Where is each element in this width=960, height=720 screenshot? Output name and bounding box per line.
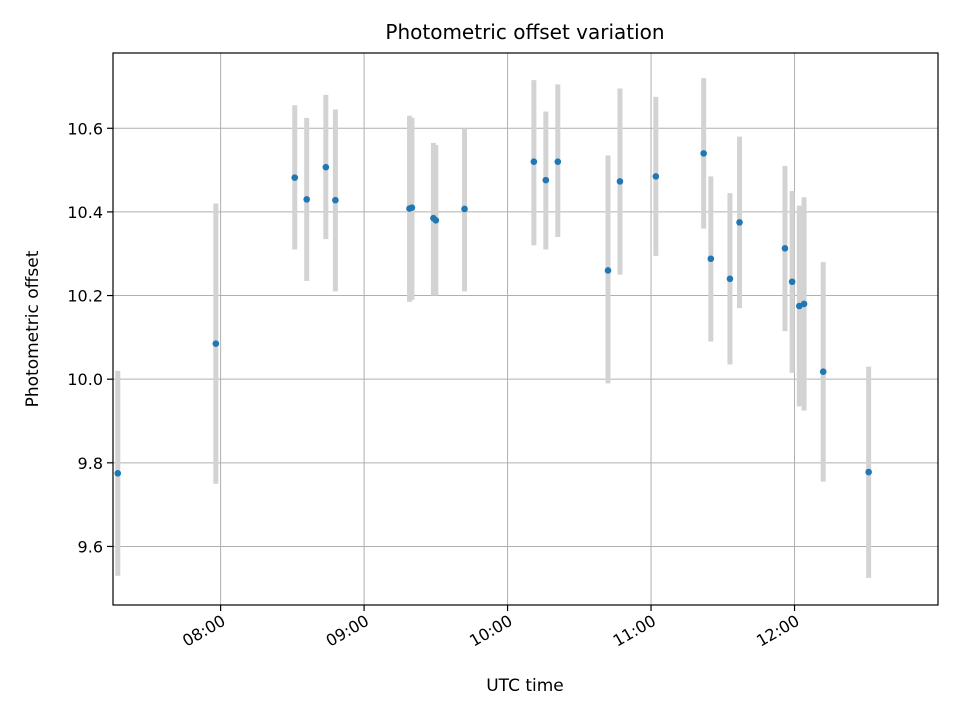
grid-lines — [113, 53, 938, 605]
y-tick-label: 10.4 — [67, 203, 103, 222]
chart-title: Photometric offset variation — [385, 20, 664, 44]
x-tick-label: 11:00 — [610, 611, 659, 651]
y-tick-label: 10.2 — [67, 287, 103, 306]
data-point — [736, 219, 743, 226]
data-point — [652, 173, 660, 180]
y-axis-label: Photometric offset — [23, 250, 43, 407]
x-axis-label: UTC time — [486, 676, 564, 696]
data-point — [114, 469, 122, 477]
data-point — [604, 267, 612, 274]
data-point — [461, 205, 468, 213]
data-point — [707, 255, 715, 263]
x-tick-label: 10:00 — [466, 611, 515, 651]
data-point — [788, 278, 796, 286]
data-points — [114, 150, 872, 477]
x-tick-label: 08:00 — [179, 611, 228, 651]
data-point — [332, 196, 339, 204]
data-point — [291, 174, 299, 181]
x-tick-label: 12:00 — [753, 611, 802, 651]
data-point — [408, 204, 416, 212]
y-tick-label: 9.8 — [78, 454, 103, 473]
data-point — [554, 158, 562, 166]
y-tick-label: 10.0 — [67, 370, 103, 389]
data-point — [616, 178, 624, 185]
error-bars — [115, 78, 872, 578]
y-axis: 9.6 9.8 10.0 10.2 10.4 10.6 — [67, 119, 113, 556]
x-axis: 08:00 09:00 10:00 11:00 12:00 — [179, 605, 803, 651]
data-point — [303, 196, 310, 203]
y-tick-label: 10.6 — [67, 119, 103, 138]
data-point — [542, 176, 550, 184]
data-point — [819, 368, 827, 375]
x-tick-label: 09:00 — [323, 611, 372, 651]
plot-frame — [112, 52, 939, 606]
data-point — [530, 158, 538, 166]
data-point — [700, 150, 707, 157]
data-point — [800, 300, 808, 308]
data-point — [432, 216, 440, 224]
data-point — [726, 275, 734, 283]
data-point — [781, 244, 789, 252]
data-point — [865, 468, 872, 476]
y-tick-label: 9.6 — [78, 537, 103, 556]
data-point — [322, 163, 330, 171]
data-point — [212, 340, 220, 347]
